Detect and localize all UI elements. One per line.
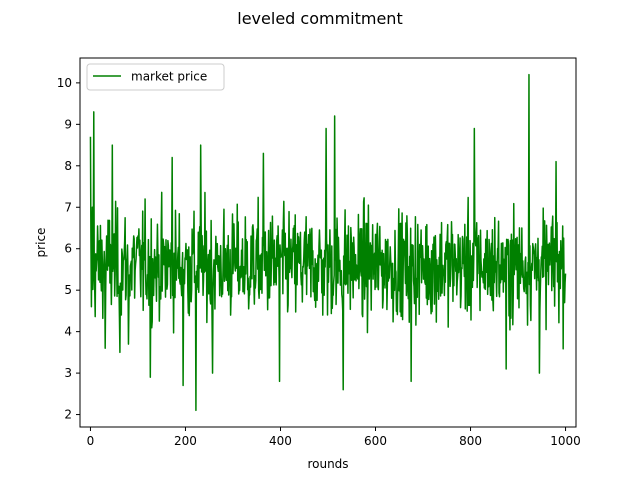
x-axis-label: rounds bbox=[307, 457, 348, 471]
y-tick-label: 4 bbox=[64, 325, 72, 339]
x-tick-label: 600 bbox=[364, 434, 387, 448]
plot-area bbox=[89, 73, 567, 412]
y-tick-label: 6 bbox=[64, 242, 72, 256]
x-axis: 0 200 400 600 800 1000 bbox=[87, 427, 581, 448]
y-tick-label: 8 bbox=[64, 159, 72, 173]
y-tick-label: 10 bbox=[57, 76, 72, 90]
x-tick-label: 800 bbox=[459, 434, 482, 448]
x-tick-label: 200 bbox=[174, 434, 197, 448]
legend: market price bbox=[86, 63, 225, 91]
y-tick-label: 2 bbox=[64, 408, 72, 422]
chart-title: leveled commitment bbox=[237, 9, 402, 28]
x-tick-label: 0 bbox=[87, 434, 95, 448]
y-tick-label: 7 bbox=[64, 200, 72, 214]
x-tick-label: 400 bbox=[269, 434, 292, 448]
plot-frame bbox=[79, 57, 577, 428]
y-tick-label: 3 bbox=[64, 366, 72, 380]
y-axis-label: price bbox=[34, 228, 48, 258]
series-line-market-price bbox=[89, 73, 567, 412]
y-axis: 2 3 4 5 6 7 8 9 10 bbox=[57, 76, 80, 422]
legend-box bbox=[86, 63, 225, 91]
y-tick-label: 5 bbox=[64, 283, 72, 297]
series-layer bbox=[89, 73, 567, 412]
x-tick-label: 1000 bbox=[550, 434, 581, 448]
y-tick-label: 9 bbox=[64, 117, 72, 131]
legend-label: market price bbox=[131, 70, 207, 84]
